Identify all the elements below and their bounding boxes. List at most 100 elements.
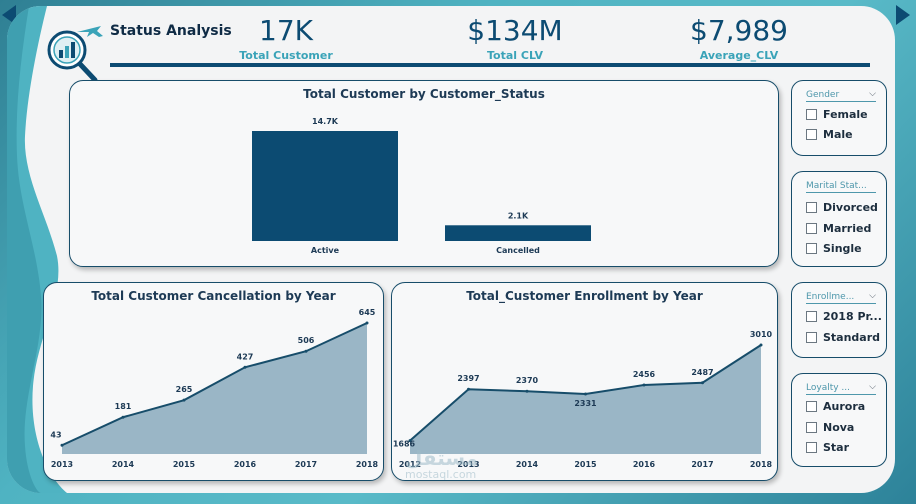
chart-title: Total Customer Cancellation by Year [91, 289, 336, 303]
x-tick-label: 2017 [295, 460, 317, 469]
data-label: 2456 [633, 370, 656, 379]
kpi-divider [110, 63, 870, 67]
option-label: Divorced [823, 200, 878, 214]
slicer-title: Gender [806, 90, 840, 100]
slicer-option-2018-promotion[interactable]: 2018 Pr... [806, 308, 882, 324]
series-line[interactable] [61, 322, 368, 447]
mostaql-watermark: مستقل mostaql.com [405, 446, 478, 481]
data-label: 181 [115, 402, 132, 411]
bar-cancelled[interactable] [445, 225, 591, 241]
chart-title: Total Customer by Customer_Status [303, 87, 545, 101]
slicer-header[interactable]: Marital Stat... [806, 181, 876, 193]
area-fill [62, 323, 367, 454]
x-tick-label: 2014 [516, 460, 539, 469]
checkbox[interactable] [806, 128, 817, 140]
slicer-header[interactable]: Enrollme... ⌵ [806, 292, 876, 304]
checkbox[interactable] [806, 331, 817, 343]
data-point[interactable] [60, 443, 64, 447]
data-point[interactable] [121, 415, 125, 419]
option-label: Aurora [823, 399, 866, 413]
slicer-header[interactable]: Loyalty ... ⌵ [806, 383, 876, 395]
x-tick-label: 2017 [691, 460, 713, 469]
option-label: Male [823, 127, 853, 141]
page-title: Status Analysis [110, 23, 232, 39]
cancellation-by-year-chart[interactable]: Total Customer Cancellation by Year 43 20… [43, 282, 384, 481]
data-label: 427 [237, 352, 254, 361]
data-point[interactable] [759, 343, 763, 347]
airplane-analytics-icon [43, 22, 105, 84]
option-label: Married [823, 221, 872, 235]
slicer-header[interactable]: Gender ⌵ [806, 90, 876, 102]
option-label: 2018 Pr... [823, 309, 882, 323]
loyalty-slicer[interactable]: Loyalty ... ⌵ Aurora Nova Star [791, 373, 887, 467]
x-tick-label: 2013 [457, 460, 479, 469]
kpi-label: Total CLV [487, 49, 543, 62]
option-label: Female [823, 107, 868, 121]
data-point[interactable] [584, 392, 587, 396]
data-point[interactable] [525, 389, 529, 393]
enrollment-by-year-chart[interactable]: Total_Customer Enrollment by Year 1686 20… [391, 282, 778, 481]
checkbox[interactable] [806, 421, 817, 433]
chart-title: Total_Customer Enrollment by Year [466, 289, 703, 303]
kpi-total-clv: $134M Total CLV [420, 14, 610, 62]
bar-active[interactable] [252, 131, 398, 241]
slicer-title: Marital Stat... [806, 181, 867, 191]
area-fill [410, 345, 761, 454]
slicer-option-divorced[interactable]: Divorced [806, 199, 878, 215]
option-label: Nova [823, 420, 855, 434]
data-label: 1686 [393, 440, 416, 449]
gender-slicer[interactable]: Gender ⌵ Female Male [791, 80, 887, 156]
chevron-down-icon[interactable]: ⌵ [869, 292, 876, 301]
option-label: Single [823, 241, 862, 255]
data-point[interactable] [408, 439, 412, 443]
checkbox[interactable] [806, 201, 817, 213]
slicer-title: Enrollme... [806, 292, 855, 302]
decorative-wave [7, 6, 67, 493]
x-tick-label: 2015 [574, 460, 597, 469]
checkbox[interactable] [806, 400, 817, 412]
checkbox[interactable] [806, 310, 817, 322]
checkbox[interactable] [806, 242, 817, 254]
x-tick-label: 2013 [51, 460, 73, 469]
x-tick-label: 2015 [173, 460, 196, 469]
data-point[interactable] [701, 381, 704, 385]
data-point[interactable] [304, 349, 308, 353]
enrollment-area-svg: 1686 2012 2397 2013 2370 2014 2331 2015 2456 2016… [393, 330, 773, 469]
checkbox[interactable] [806, 222, 817, 234]
kpi-value: $7,989 [690, 14, 788, 47]
data-label: 2331 [574, 399, 597, 408]
slicer-option-star[interactable]: Star [806, 439, 849, 455]
next-page-arrow-icon[interactable] [894, 4, 912, 26]
data-label: 2487 [691, 368, 713, 377]
data-label: 2370 [516, 376, 539, 385]
checkbox[interactable] [806, 108, 817, 120]
bar-chart-svg: 14.7K Active 2.1K Cancelled [252, 117, 591, 255]
slicer-option-standard[interactable]: Standard [806, 329, 880, 345]
data-point[interactable] [182, 398, 186, 402]
slicer-title: Loyalty ... [806, 383, 851, 393]
checkbox[interactable] [806, 441, 817, 453]
slicer-option-aurora[interactable]: Aurora [806, 398, 865, 414]
slicer-option-nova[interactable]: Nova [806, 419, 854, 435]
data-label: 265 [176, 385, 193, 394]
data-point[interactable] [365, 321, 369, 325]
kpi-total-customer: 17K Total Customer [191, 14, 381, 62]
chevron-down-icon[interactable]: ⌵ [869, 383, 876, 392]
data-point[interactable] [243, 365, 247, 369]
slicer-option-female[interactable]: Female [806, 106, 868, 122]
cancellation-area-svg: 43 2013 181 2014 265 2015 427 2016 506 2017 645 201… [50, 308, 379, 469]
data-point[interactable] [642, 383, 646, 387]
slicer-option-married[interactable]: Married [806, 220, 871, 236]
customer-status-bar-chart[interactable]: Total Customer by Customer_Status 14.7K A… [69, 80, 779, 267]
x-tick-label: 2018 [356, 460, 379, 469]
slicer-option-male[interactable]: Male [806, 126, 853, 142]
watermark-text: مستقل [405, 446, 479, 470]
slicer-option-single[interactable]: Single [806, 240, 862, 256]
marital-status-slicer[interactable]: Marital Stat... Divorced Married Single [791, 171, 887, 267]
x-tick-label: 2016 [234, 460, 257, 469]
enrollment-slicer[interactable]: Enrollme... ⌵ 2018 Pr... Standard [791, 282, 887, 358]
chevron-down-icon[interactable]: ⌵ [869, 90, 876, 99]
watermark-url: mostaql.com [405, 468, 477, 481]
kpi-average-clv: $7,989 Average_CLV [644, 14, 834, 62]
data-point[interactable] [467, 387, 470, 391]
